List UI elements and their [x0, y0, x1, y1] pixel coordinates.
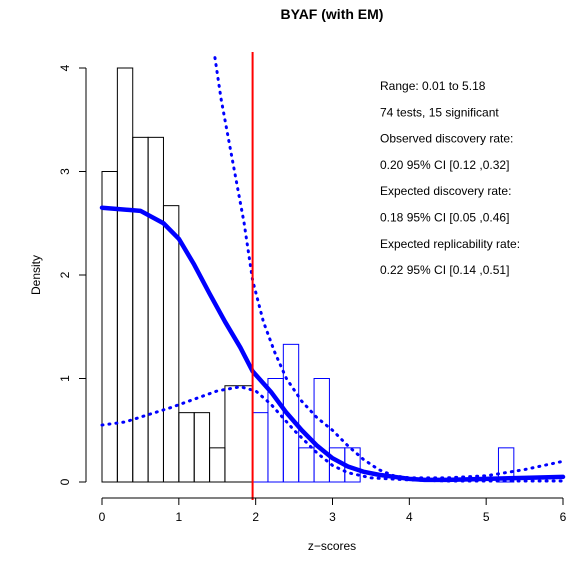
histogram-nonsignificant	[101, 67, 254, 483]
x-tick-label-4: 4	[406, 510, 413, 524]
sig-bar-2	[282, 343, 300, 483]
annotations: Range: 0.01 to 5.18 74 tests, 15 signific…	[380, 79, 520, 277]
nonsig-bar-6	[193, 412, 211, 483]
x-tick-label-1: 1	[175, 510, 182, 524]
annotation-line-2: Observed discovery rate:	[380, 132, 513, 146]
x-axis-label: z−scores	[308, 539, 356, 553]
chart-title: BYAF (with EM)	[281, 6, 384, 22]
ci-lower-line	[100, 385, 565, 483]
histogram-significant	[252, 343, 515, 483]
ci-upper-line	[213, 56, 565, 480]
nonsig-bar-5	[178, 412, 195, 483]
annotation-line-0: Range: 0.01 to 5.18	[380, 79, 486, 93]
sig-bar-4	[313, 378, 330, 483]
y-tick-label-1: 1	[58, 375, 72, 382]
annotation-line-7: 0.22 95% CI [0.14 ,0.51]	[380, 263, 509, 277]
annotation-line-3: 0.20 95% CI [0.12 ,0.32]	[380, 158, 509, 172]
nonsig-bar-7	[209, 447, 226, 483]
x-tick-label-0: 0	[99, 510, 106, 524]
annotation-line-4: Expected discovery rate:	[380, 184, 511, 198]
annotation-line-6: Expected replicability rate:	[380, 237, 520, 251]
x-tick-label-2: 2	[252, 510, 259, 524]
x-tick-label-5: 5	[483, 510, 490, 524]
x-tick-label-6: 6	[560, 510, 567, 524]
annotation-line-1: 74 tests, 15 significant	[380, 105, 499, 119]
y-tick-label-3: 3	[58, 168, 72, 175]
x-axis: 0 1 2 3 4 5 6	[99, 497, 567, 524]
nonsig-bar-4	[162, 205, 180, 483]
nonsig-bar-8	[224, 385, 254, 483]
y-axis: 0 1 2 3 4	[58, 64, 87, 485]
sig-bar-3	[298, 447, 315, 483]
sig-bar-0	[252, 412, 269, 483]
nonsig-bar-2	[132, 136, 149, 483]
y-axis-label: Density	[29, 255, 43, 295]
x-tick-label-3: 3	[329, 510, 336, 524]
nonsig-bar-0	[101, 171, 118, 483]
y-tick-label-2: 2	[58, 271, 72, 278]
y-tick-label-0: 0	[58, 478, 72, 485]
curves	[99, 56, 566, 483]
y-tick-label-4: 4	[58, 64, 72, 71]
nonsig-bar-3	[147, 136, 164, 483]
annotation-line-5: 0.18 95% CI [0.05 ,0.46]	[380, 211, 509, 225]
